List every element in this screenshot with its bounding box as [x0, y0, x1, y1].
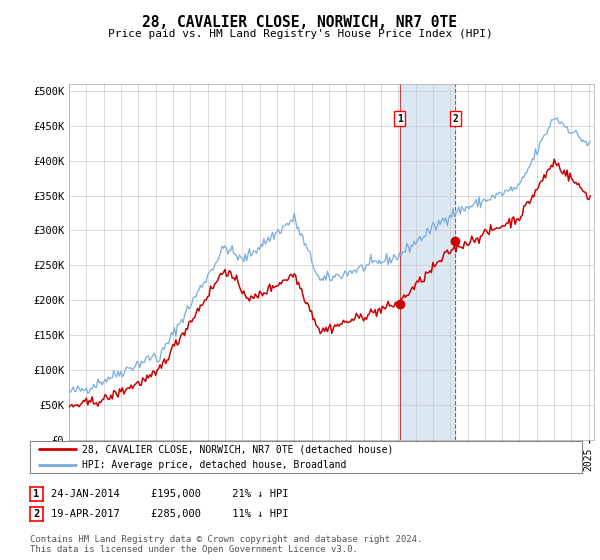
- Bar: [400, 84, 455, 440]
- Text: 1: 1: [397, 114, 403, 124]
- Text: 28, CAVALIER CLOSE, NORWICH, NR7 0TE (detached house): 28, CAVALIER CLOSE, NORWICH, NR7 0TE (de…: [82, 445, 394, 455]
- Text: 1: 1: [34, 489, 40, 499]
- Text: Contains HM Land Registry data © Crown copyright and database right 2024.
This d: Contains HM Land Registry data © Crown c…: [30, 535, 422, 554]
- Text: 2: 2: [34, 509, 40, 519]
- Text: 24-JAN-2014     £195,000     21% ↓ HPI: 24-JAN-2014 £195,000 21% ↓ HPI: [51, 489, 289, 499]
- Text: 19-APR-2017     £285,000     11% ↓ HPI: 19-APR-2017 £285,000 11% ↓ HPI: [51, 509, 289, 519]
- Text: Price paid vs. HM Land Registry's House Price Index (HPI): Price paid vs. HM Land Registry's House …: [107, 29, 493, 39]
- Text: HPI: Average price, detached house, Broadland: HPI: Average price, detached house, Broa…: [82, 460, 347, 470]
- Text: 2: 2: [452, 114, 458, 124]
- Text: 28, CAVALIER CLOSE, NORWICH, NR7 0TE: 28, CAVALIER CLOSE, NORWICH, NR7 0TE: [143, 15, 458, 30]
